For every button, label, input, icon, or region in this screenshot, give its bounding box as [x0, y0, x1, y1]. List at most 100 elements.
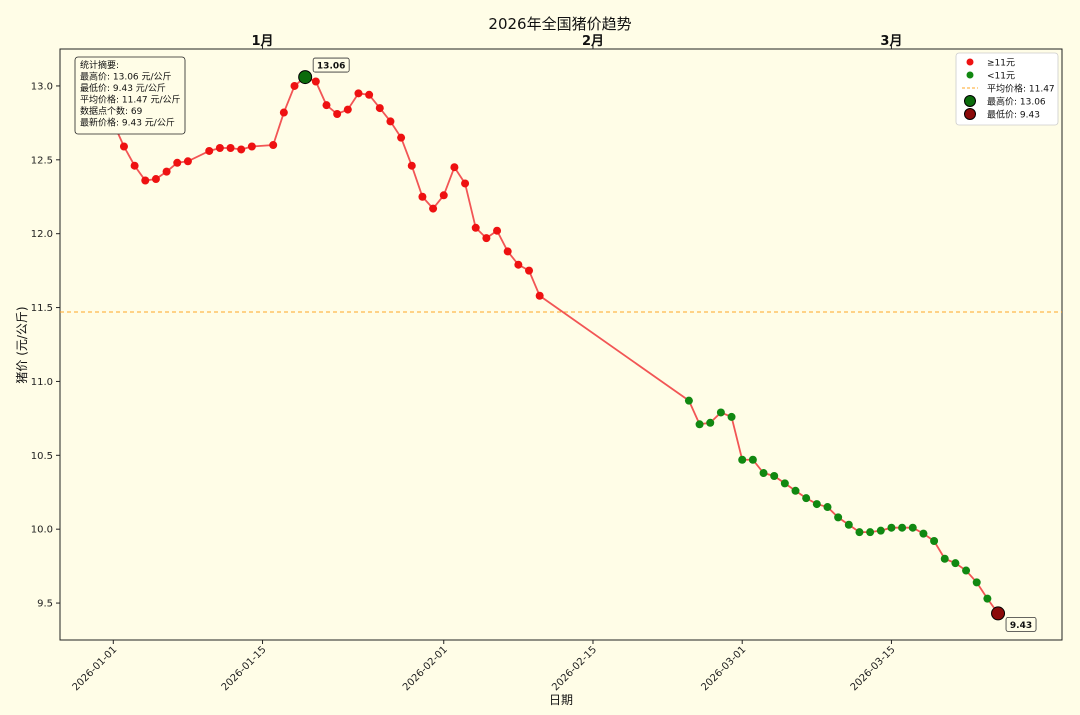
data-point	[375, 104, 384, 113]
y-tick-label: 9.5	[37, 599, 53, 610]
data-point	[418, 192, 427, 201]
data-point	[962, 566, 971, 575]
legend-label-high: ≥11元	[987, 59, 1015, 69]
data-point	[471, 223, 480, 232]
data-point	[695, 420, 704, 429]
x-tick-label: 2026-02-01	[401, 644, 450, 693]
min-annotation: 9.43	[1010, 621, 1032, 631]
max-annotation-box	[312, 57, 350, 73]
data-point	[802, 494, 811, 503]
data-point	[898, 523, 907, 532]
data-point	[748, 455, 757, 464]
data-point	[930, 537, 939, 546]
data-point	[727, 412, 736, 421]
data-point	[226, 143, 235, 152]
data-point	[706, 418, 715, 427]
data-point	[855, 528, 864, 537]
x-tick-label: 2026-03-15	[849, 644, 898, 693]
data-point	[791, 486, 800, 495]
data-point	[951, 559, 960, 568]
month-label: 2月	[582, 34, 604, 49]
legend-marker-low	[966, 71, 974, 79]
chart-title: 2026年全国猪价趋势	[488, 15, 631, 33]
data-point	[983, 594, 992, 603]
x-axis-label: 日期	[549, 693, 573, 707]
legend-marker-min	[964, 108, 976, 120]
summary-line: 最低价: 9.43 元/公斤	[80, 82, 166, 94]
data-point	[684, 396, 693, 405]
y-tick-label: 11.0	[31, 377, 53, 388]
y-tick-label: 10.0	[31, 525, 53, 536]
data-point	[173, 158, 182, 167]
data-point	[866, 528, 875, 537]
data-point	[119, 142, 128, 151]
plot-area	[59, 48, 1063, 641]
legend-label-avg: 平均价格: 11.47	[987, 83, 1055, 95]
data-point	[844, 520, 853, 529]
summary-box	[74, 56, 186, 135]
data-point	[525, 266, 534, 275]
data-point	[535, 291, 544, 300]
data-point	[269, 141, 278, 150]
data-point	[397, 133, 406, 142]
max-annotation: 13.06	[317, 62, 345, 72]
data-point	[716, 408, 725, 417]
legend-label-min: 最低价: 9.43	[987, 109, 1040, 121]
data-point	[343, 105, 352, 114]
data-point	[183, 157, 192, 166]
x-tick-label: 2026-03-01	[699, 644, 748, 693]
x-tick-label: 2026-02-15	[550, 644, 599, 693]
max-marker	[298, 70, 313, 85]
summary-line: 统计摘要:	[80, 59, 119, 71]
data-point	[759, 469, 768, 478]
data-point	[482, 234, 491, 243]
data-point	[812, 500, 821, 509]
data-point	[215, 143, 224, 152]
data-point	[461, 179, 470, 188]
data-point	[333, 110, 342, 119]
data-point	[162, 167, 171, 176]
data-point	[322, 101, 331, 110]
data-point	[205, 146, 214, 155]
data-point	[493, 226, 502, 235]
y-tick-label: 12.5	[31, 155, 53, 166]
data-point	[972, 578, 981, 587]
month-label: 3月	[880, 34, 902, 49]
data-point	[365, 90, 374, 99]
y-tick-label: 10.5	[31, 451, 53, 462]
data-point	[429, 204, 438, 213]
x-tick-label: 2026-01-15	[220, 644, 269, 693]
data-point	[290, 81, 299, 90]
y-tick-label: 11.5	[31, 303, 53, 314]
summary-line: 最高价: 13.06 元/公斤	[80, 71, 172, 83]
data-point	[279, 108, 288, 117]
y-axis-label: 猪价 (元/公斤)	[15, 306, 29, 383]
data-point	[439, 191, 448, 200]
min-annotation-box	[1005, 617, 1037, 632]
data-point	[834, 513, 843, 522]
summary-line: 平均价格: 11.47 元/公斤	[80, 94, 181, 106]
summary-line: 最新价格: 9.43 元/公斤	[80, 117, 175, 129]
data-point	[141, 176, 150, 185]
data-point	[237, 145, 246, 154]
summary-line: 数据点个数: 69	[80, 105, 143, 117]
data-point	[514, 260, 523, 269]
data-point	[919, 529, 928, 538]
data-point	[130, 161, 139, 170]
legend-marker-high	[966, 58, 974, 66]
data-point	[247, 142, 256, 151]
data-point	[311, 77, 320, 86]
legend-marker-max	[964, 95, 976, 107]
data-point	[887, 523, 896, 532]
data-point	[738, 455, 747, 464]
data-point	[386, 117, 395, 126]
data-point	[503, 247, 512, 256]
legend-label-low: <11元	[987, 72, 1015, 82]
data-point	[876, 526, 885, 535]
data-point	[770, 471, 779, 480]
y-tick-label: 13.0	[31, 81, 53, 92]
legend-box	[955, 52, 1059, 126]
min-marker	[991, 606, 1006, 621]
